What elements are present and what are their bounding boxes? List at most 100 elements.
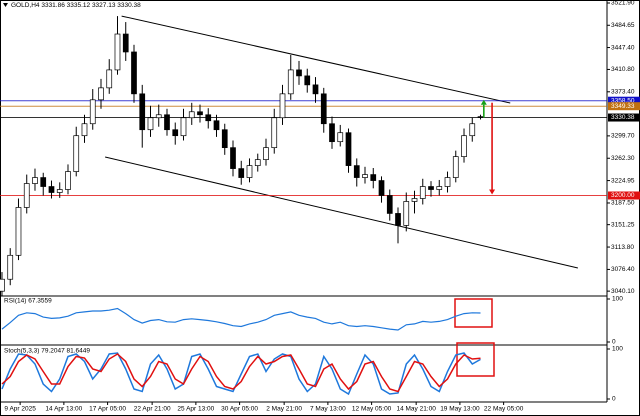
y-tick-label: 3113.80: [611, 244, 634, 251]
candle-body: [155, 114, 162, 119]
candle-body: [139, 93, 146, 131]
indicator-line: [1, 307, 481, 331]
candle-body: [304, 75, 311, 86]
candle-body: [147, 117, 154, 131]
level-label: 3330.38: [611, 114, 635, 121]
menu-icon[interactable]: [3, 3, 8, 7]
candle-body: [81, 123, 88, 137]
x-tick-label: 14 May 21:00: [396, 406, 436, 413]
candle-body: [131, 51, 137, 95]
candle-body: [353, 165, 360, 178]
candle-body: [7, 254, 14, 280]
y-tick-label: 0: [612, 339, 616, 346]
indicator-line: [1, 352, 481, 396]
y-tick-label: 3076.40: [611, 266, 635, 273]
y-tick-label: 3521.90: [611, 0, 635, 7]
x-tick-label: 14 Apr 13:00: [45, 406, 82, 413]
y-tick-label: 0: [612, 396, 616, 403]
y-tick-label: 3262.30: [611, 155, 635, 162]
candle-body: [452, 156, 459, 178]
candle-body: [48, 186, 55, 193]
level-tag: [608, 102, 640, 111]
level-label: 3358.50: [611, 97, 635, 104]
candle-body: [271, 117, 278, 149]
level-label: 3349.33: [611, 103, 635, 110]
candle-body: [180, 117, 187, 137]
candle-body: [296, 69, 302, 77]
candle-body: [386, 195, 393, 214]
candle-body: [65, 171, 71, 190]
candle-body: [246, 165, 253, 178]
level-tag: [608, 113, 640, 122]
x-tick-label: 19 May 13:00: [440, 406, 480, 413]
candle-body: [15, 207, 22, 256]
candle-body: [395, 213, 401, 226]
y-tick-label: 3447.40: [611, 44, 635, 51]
candle-body: [254, 159, 261, 166]
arrow-head: [480, 99, 487, 105]
chart-title: GOLD,H4 3331.86 3335.12 3327.13 3330.38: [11, 2, 141, 9]
x-tick-label: 22 Apr 21:00: [134, 406, 171, 413]
highlight-box: [456, 342, 495, 377]
candle-body: [436, 186, 443, 190]
x-tick-label: 9 Apr 2025: [4, 406, 36, 413]
trendline: [104, 156, 578, 269]
level-tag: [608, 191, 640, 200]
trendline: [121, 15, 511, 104]
x-tick-label: 22 May 05:00: [484, 406, 524, 413]
x-tick-label: 25 Apr 13:00: [177, 406, 214, 413]
candle-body: [23, 183, 30, 208]
candle-body: [362, 174, 368, 178]
candle-body: [444, 177, 451, 187]
candle-body: [205, 114, 212, 122]
y-tick-label: 3299.70: [611, 133, 635, 140]
candle-body: [221, 129, 228, 149]
candle-body: [287, 69, 294, 95]
candle-body: [230, 147, 236, 169]
candle-body: [106, 69, 113, 89]
candle-body: [370, 174, 377, 181]
arrow-head: [489, 189, 496, 195]
x-tick-label: 2 May 21:00: [266, 406, 302, 413]
candle-body: [461, 135, 467, 157]
level-tag: [608, 96, 640, 105]
highlight-box: [454, 298, 493, 328]
candle-body: [320, 93, 327, 125]
stoch-title: Stoch(5,3,3) 79.2047 81.6449: [4, 348, 90, 355]
candle-body: [469, 123, 476, 137]
level-label: 3200.00: [611, 192, 635, 199]
rsi-title: RSI(14) 67.3559: [4, 298, 52, 305]
candle-body: [98, 87, 104, 101]
candle-body: [122, 33, 129, 53]
candle-body: [73, 135, 80, 172]
candle-body: [188, 111, 195, 119]
y-tick-label: 3484.65: [611, 22, 635, 29]
candle-body: [345, 132, 352, 166]
candle-body: [263, 147, 269, 160]
y-tick-label: 100: [612, 296, 623, 303]
y-tick-label: 3151.25: [611, 221, 635, 228]
y-tick-label: 3187.50: [611, 200, 635, 207]
candle-body: [40, 177, 47, 187]
candle-body: [56, 189, 63, 193]
candle-body: [197, 111, 203, 116]
x-tick-label: 12 May 05:00: [352, 406, 392, 413]
candle-body: [337, 132, 344, 143]
candle-body: [114, 33, 121, 71]
x-tick-label: 17 Apr 05:00: [89, 406, 126, 413]
candle-body: [213, 120, 220, 131]
y-tick-label: 3040.10: [611, 288, 635, 295]
candle-body: [477, 116, 484, 118]
x-tick-label: 30 Apr 05:00: [221, 406, 258, 413]
y-tick-label: 100: [612, 346, 623, 353]
candle-body: [403, 201, 410, 226]
candle-body: [164, 114, 170, 131]
y-tick-label: 3373.40: [611, 89, 635, 96]
candle-body: [0, 278, 5, 292]
candle-body: [329, 123, 335, 143]
candle-body: [172, 129, 179, 137]
candle-body: [312, 84, 319, 95]
candle-body: [238, 168, 245, 178]
indicator-line: [1, 353, 481, 393]
candle-body: [279, 93, 286, 119]
